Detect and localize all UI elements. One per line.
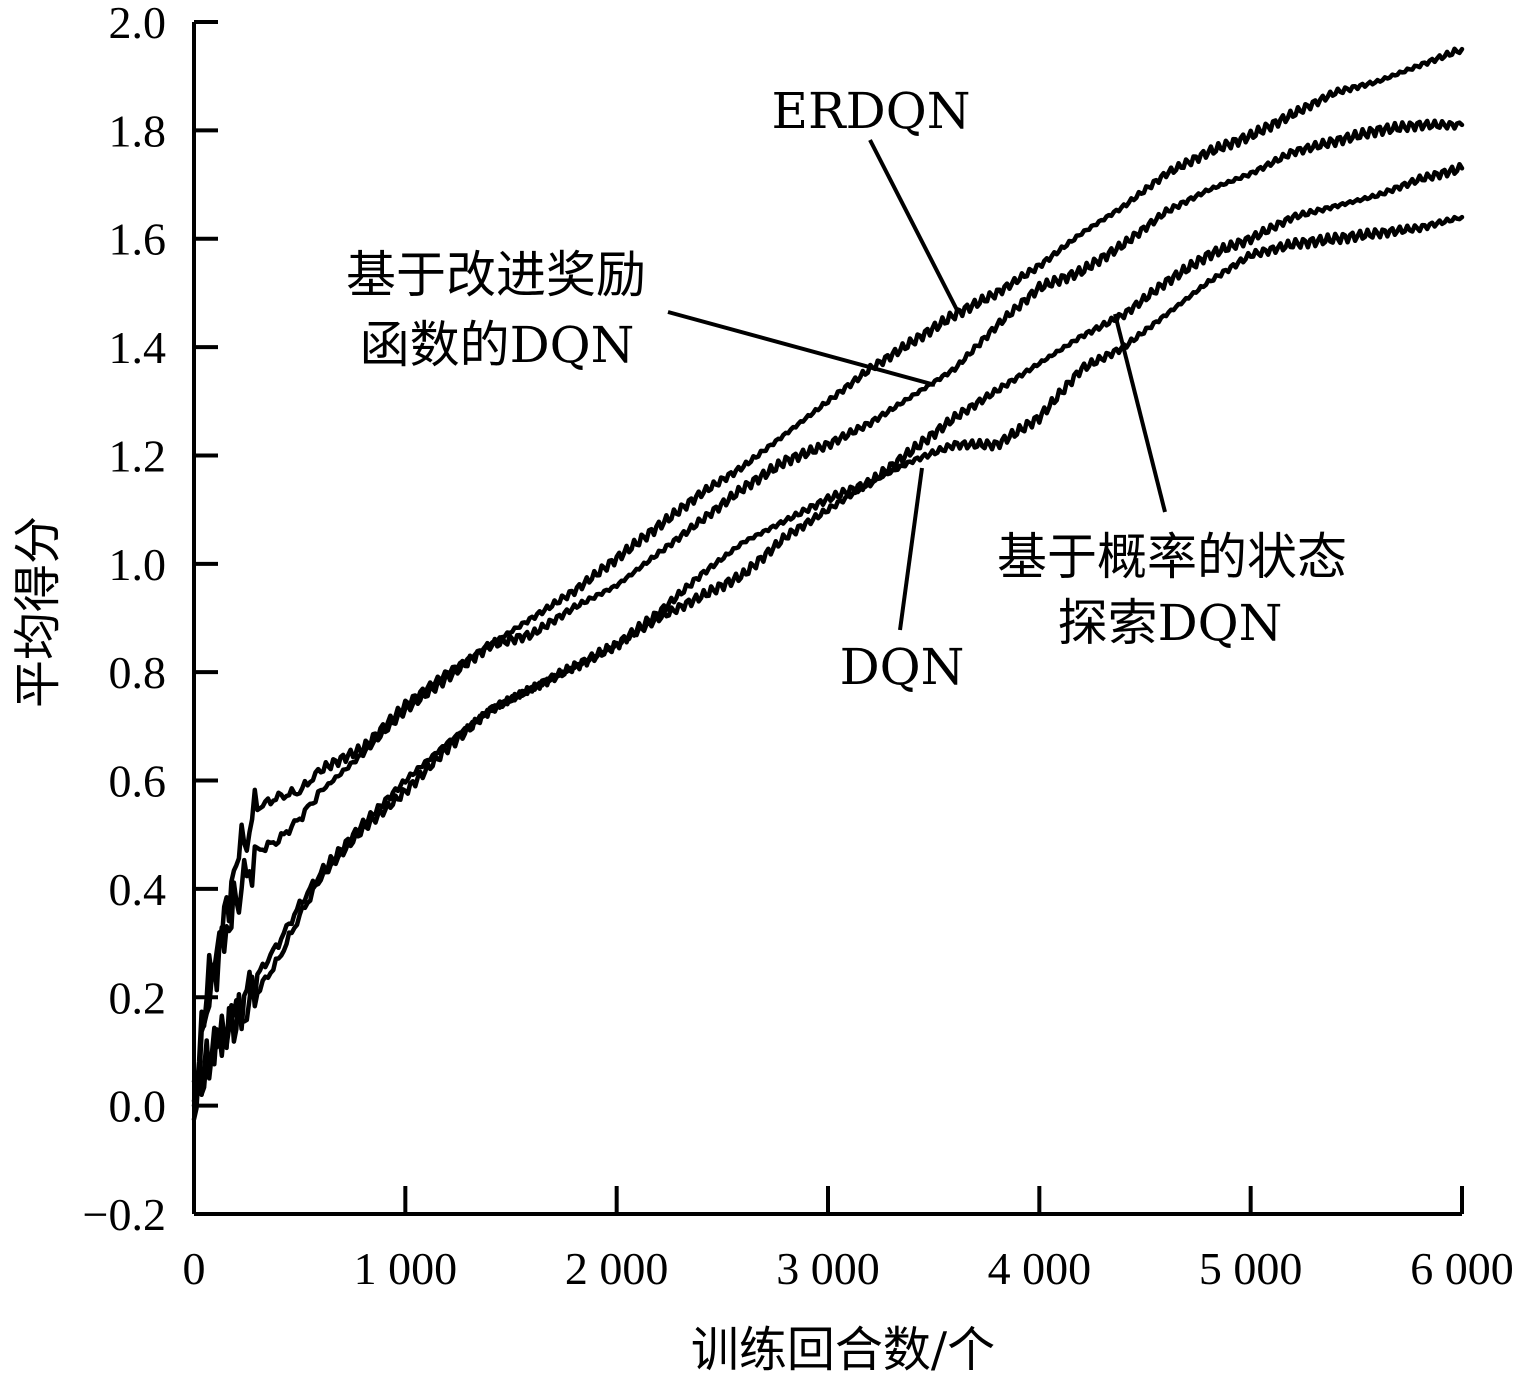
x-tick-label: 0 (183, 1243, 206, 1294)
annotation-label-improved-reward-dqn-line1: 基于改进奖励 (346, 246, 646, 304)
x-tick-label: 3 000 (776, 1243, 880, 1294)
x-tick-label: 4 000 (988, 1243, 1092, 1294)
plot-series (191, 46, 1465, 1122)
x-ticks: 0 1 000 2 000 3 000 4 000 5 000 6 000 (183, 1186, 1514, 1294)
x-tick-label: 1 000 (354, 1243, 458, 1294)
y-tick-label: 1.8 (109, 105, 167, 156)
annotation-leader-erdqn (868, 139, 960, 313)
series-line-probabilistic-exploration-dqn (191, 161, 1465, 1104)
annotation-label-erdqn: ERDQN (772, 82, 971, 140)
annotation-leader-dqn (898, 467, 924, 631)
y-tick-label: 0.8 (109, 647, 167, 698)
series-line-improved-reward-dqn (191, 118, 1465, 1093)
annotation-label-dqn: DQN (840, 638, 965, 696)
y-tick-label: 2.0 (109, 0, 167, 48)
y-tick-label: 1.4 (109, 322, 167, 373)
annotation-leader-probabilistic-exploration-dqn (1113, 313, 1167, 513)
x-axis-title: 训练回合数/个 (691, 1322, 995, 1378)
annotation-label-probabilistic-exploration-dqn-line2: 探索DQN (1058, 594, 1283, 652)
axes: 2.0 1.8 1.6 1.4 1.2 1.0 0.8 0.6 0.4 0.2 0.0 −0.2 0 1… (83, 0, 1514, 1294)
y-tick-label: 1.6 (109, 214, 167, 265)
x-tick-label: 2 000 (565, 1243, 669, 1294)
annotation-label-probabilistic-exploration-dqn-line1: 基于概率的状态 (997, 528, 1347, 586)
y-axis-title: 平均得分 (10, 516, 66, 708)
series-line-dqn (191, 214, 1465, 1122)
annotations: ERDQN 基于改进奖励 函数的DQN 基于概率的状态 探索DQN DQN (346, 82, 1347, 696)
y-tick-label: 0.6 (109, 756, 167, 807)
y-tick-label: 1.0 (109, 539, 167, 590)
y-tick-label: 0.4 (109, 864, 167, 915)
y-tick-label: 0.0 (109, 1081, 167, 1132)
x-tick-label: 6 000 (1410, 1243, 1514, 1294)
x-tick-label: 5 000 (1199, 1243, 1303, 1294)
y-tick-label: 1.2 (109, 430, 167, 481)
y-ticks: 2.0 1.8 1.6 1.4 1.2 1.0 0.8 0.6 0.4 0.2 0.0 −0.2 (83, 0, 218, 1240)
annotation-label-improved-reward-dqn-line2: 函数的DQN (360, 316, 635, 374)
y-tick-label: −0.2 (83, 1189, 166, 1240)
y-tick-label: 0.2 (109, 972, 167, 1023)
annotation-leader-improved-reward-dqn (667, 310, 936, 387)
